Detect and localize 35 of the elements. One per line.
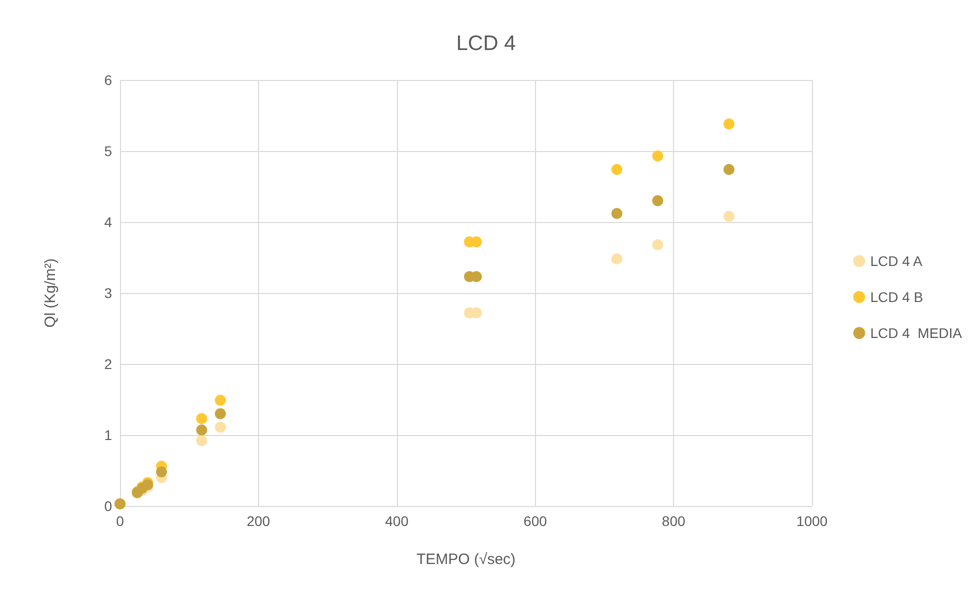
legend-label: LCD 4 MEDIA [870,325,963,341]
x-tick-label: 1000 [796,513,828,529]
x-tick-label: 800 [662,513,686,529]
y-tick-label: 6 [104,72,112,88]
point [196,413,208,424]
point [723,164,734,175]
point [652,239,664,250]
point [652,150,664,162]
legend-label: LCD 4 A [870,253,923,269]
chart-title: LCD 4 [456,32,516,55]
point [196,424,208,436]
point [652,195,664,206]
y-tick-label: 4 [104,214,112,230]
point [723,118,734,130]
y-tick-label: 2 [104,356,112,372]
point [611,208,622,219]
y-tick-label: 5 [104,143,112,159]
y-tick-label: 1 [104,427,112,443]
x-axis-title: TEMPO (√sec) [416,551,516,568]
point [723,210,734,222]
point [214,422,226,433]
x-tick-label: 200 [246,513,270,529]
x-tick-label: 400 [385,513,409,529]
y-tick-label: 0 [104,498,112,514]
point [196,435,208,446]
point [611,164,622,175]
y-axis-title: Ql (Kg/m²) [42,258,59,328]
point [156,466,168,478]
x-tick-label: 0 [116,513,124,529]
legend-label: LCD 4 B [870,289,924,305]
x-tick-label: 600 [524,513,548,529]
y-tick-label: 3 [104,285,112,301]
point [214,408,226,420]
point [214,394,226,406]
point [611,253,622,264]
